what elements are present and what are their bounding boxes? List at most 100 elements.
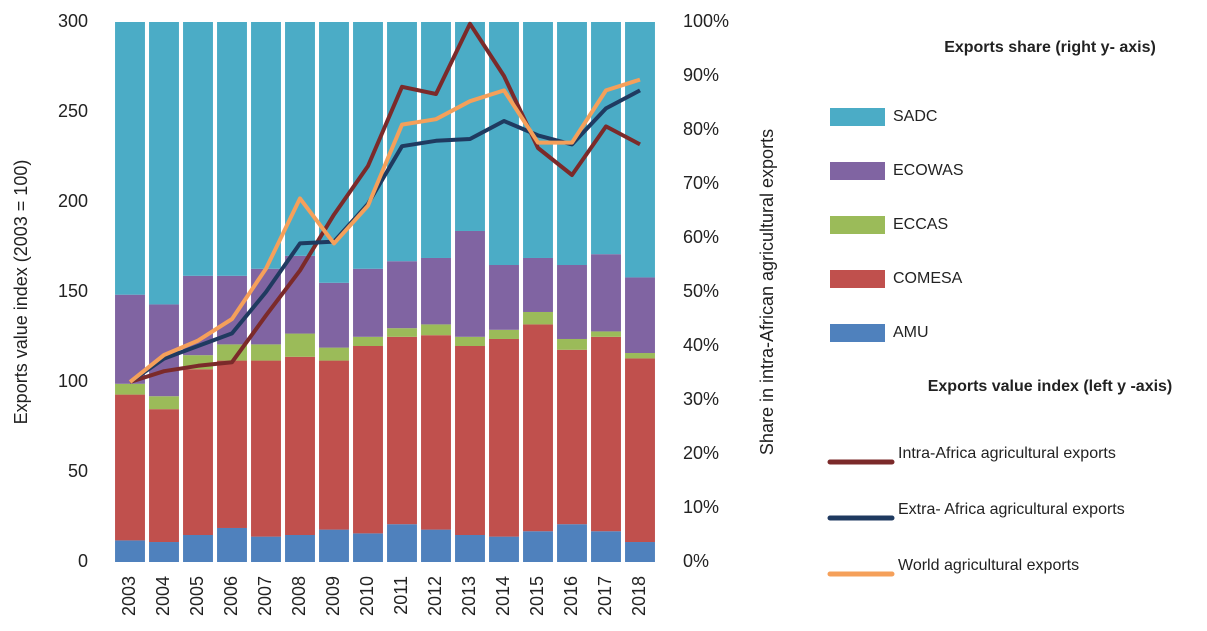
bar-segment bbox=[625, 277, 655, 354]
bar-segment bbox=[489, 329, 519, 339]
y-tick-label: 50 bbox=[68, 461, 88, 481]
bar-segment bbox=[149, 396, 179, 410]
bar-segment bbox=[251, 344, 281, 361]
bar-segment bbox=[251, 536, 281, 562]
x-tick-label: 2011 bbox=[391, 576, 411, 615]
bar-segment bbox=[183, 369, 213, 535]
bar-segment bbox=[115, 540, 145, 562]
bar-segment bbox=[455, 230, 485, 337]
x-tick-label: 2014 bbox=[493, 576, 513, 616]
legend-label: Intra-Africa agricultural exports bbox=[898, 445, 1116, 462]
y2-tick-label: 80% bbox=[683, 119, 719, 139]
y2-tick-label: 20% bbox=[683, 443, 719, 463]
x-tick-label: 2016 bbox=[561, 576, 581, 616]
bar-segment bbox=[115, 22, 145, 295]
x-tick-label: 2013 bbox=[459, 576, 479, 616]
bar-segment bbox=[523, 324, 553, 532]
x-tick-label: 2007 bbox=[255, 576, 275, 616]
bar-segment bbox=[455, 535, 485, 562]
line-series bbox=[128, 88, 641, 384]
bar-segment bbox=[319, 360, 349, 530]
y2-tick-label: 60% bbox=[683, 227, 719, 247]
y2-tick-label: 40% bbox=[683, 335, 719, 355]
bar-segment bbox=[455, 346, 485, 535]
y-tick-label: 250 bbox=[58, 101, 88, 121]
y-tick-label: 0 bbox=[78, 551, 88, 571]
bar-segment bbox=[591, 336, 621, 532]
bar-segment bbox=[557, 338, 587, 350]
y-axis-title: Exports value index (2003 = 100) bbox=[11, 160, 31, 425]
y2-axis-title: Share in intra-African agricultural expo… bbox=[757, 129, 777, 455]
legend-label: SADC bbox=[893, 108, 937, 125]
bar-segment bbox=[523, 531, 553, 562]
bar-segment bbox=[557, 524, 587, 562]
line-series bbox=[129, 21, 641, 384]
bar-segment bbox=[217, 22, 247, 276]
bar-segment bbox=[421, 324, 451, 336]
bar-segment bbox=[489, 265, 519, 330]
x-tick-label: 2015 bbox=[527, 576, 547, 616]
bar-segment bbox=[625, 358, 655, 543]
bar-segment bbox=[489, 536, 519, 562]
bar-segment bbox=[455, 22, 485, 231]
legend-swatch bbox=[830, 270, 885, 288]
legend-swatch bbox=[830, 324, 885, 342]
bar-segment bbox=[625, 22, 655, 278]
x-tick-label: 2018 bbox=[629, 576, 649, 616]
bar-segment bbox=[387, 336, 417, 525]
bar-segment bbox=[591, 331, 621, 337]
bar-segment bbox=[455, 336, 485, 346]
bar-segment bbox=[183, 22, 213, 276]
y2-tick-label: 50% bbox=[683, 281, 719, 301]
y2-tick-label: 70% bbox=[683, 173, 719, 193]
y2-tick-label: 90% bbox=[683, 65, 719, 85]
bar-segment bbox=[353, 336, 383, 346]
bar-segment bbox=[251, 22, 281, 269]
bar-segment bbox=[319, 529, 349, 562]
y2-tick-label: 0% bbox=[683, 551, 709, 571]
x-tick-label: 2008 bbox=[289, 576, 309, 616]
y-tick-label: 200 bbox=[58, 191, 88, 211]
legend-label: ECOWAS bbox=[893, 162, 964, 179]
bar-segment bbox=[353, 533, 383, 562]
y-tick-label: 150 bbox=[58, 281, 88, 301]
bar-segment bbox=[387, 524, 417, 562]
legend-label: AMU bbox=[893, 324, 929, 341]
bar-segment bbox=[421, 529, 451, 562]
legend-title: Exports share (right y- axis) bbox=[944, 39, 1156, 56]
bar-segment bbox=[557, 349, 587, 525]
bar-segment bbox=[115, 383, 145, 395]
legend-label: Extra- Africa agricultural exports bbox=[898, 501, 1125, 518]
bar-segment bbox=[489, 338, 519, 537]
x-tick-label: 2004 bbox=[153, 576, 173, 616]
legend-label: World agricultural exports bbox=[898, 557, 1079, 574]
bar-segment bbox=[319, 282, 349, 348]
bar-segment bbox=[591, 254, 621, 332]
y2-tick-label: 30% bbox=[683, 389, 719, 409]
x-tick-label: 2010 bbox=[357, 576, 377, 616]
legend-swatch bbox=[830, 162, 885, 180]
bar-segment bbox=[523, 257, 553, 312]
x-tick-label: 2017 bbox=[595, 576, 615, 616]
bar-segment bbox=[149, 542, 179, 562]
bar-segment bbox=[557, 265, 587, 339]
bar-segment bbox=[591, 531, 621, 562]
bar-segment bbox=[251, 360, 281, 537]
y-tick-label: 300 bbox=[58, 11, 88, 31]
bar-segment bbox=[353, 346, 383, 534]
bar-segment bbox=[523, 311, 553, 325]
y-tick-label: 100 bbox=[58, 371, 88, 391]
y2-tick-label: 100% bbox=[683, 11, 729, 31]
bar-segment bbox=[217, 527, 247, 562]
legend-swatch bbox=[830, 108, 885, 126]
bar-segment bbox=[285, 333, 315, 357]
x-tick-label: 2003 bbox=[119, 576, 139, 616]
bar-segment bbox=[149, 22, 179, 305]
bar-segment bbox=[285, 356, 315, 535]
legend-label: ECCAS bbox=[893, 216, 948, 233]
bar-segment bbox=[285, 535, 315, 562]
line-series bbox=[128, 77, 641, 384]
legend-swatch bbox=[830, 216, 885, 234]
legend-label: COMESA bbox=[893, 270, 963, 287]
bar-segment bbox=[183, 535, 213, 562]
